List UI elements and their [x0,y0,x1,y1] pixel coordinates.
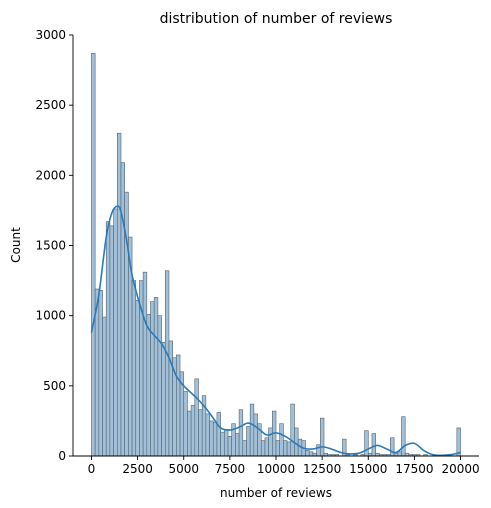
histogram-bar [246,426,251,457]
histogram-bar [283,440,288,457]
histogram-bar [176,354,181,457]
histogram-bar [275,440,280,457]
histogram-bar [238,409,244,457]
histogram-bar [401,416,406,457]
y-tick-label: 0 [58,449,66,463]
histogram-bar [216,412,221,457]
histogram-bar [220,431,225,457]
histogram-bar [109,225,114,457]
histogram-bar [456,427,461,457]
histogram-bar [120,162,125,457]
y-tick-label: 500 [43,379,66,393]
y-tick-label: 2500 [35,98,66,112]
histogram-bar [91,52,96,457]
histogram-bar [319,417,325,457]
histogram-bar [198,409,203,457]
kde-line [90,205,461,457]
histogram-bar [305,450,310,457]
histogram-bar [212,422,218,457]
x-tick-label: 12500 [303,462,341,476]
x-tick-label: 0 [88,462,96,476]
histogram-bar [224,429,229,457]
x-tick-label: 10000 [257,462,295,476]
y-tick-label: 3000 [35,28,66,42]
histogram-bar [294,427,299,457]
histogram-bar [183,391,188,457]
y-axis-ticks: 0 500 1000 1500 2000 2500 3000 [35,28,73,463]
histogram-bar [253,413,258,457]
histogram-bar [264,437,269,457]
x-axis-label: number of reviews [220,486,332,500]
histogram-bar [371,433,376,457]
histogram-bar [150,301,155,457]
histogram-bar [105,221,111,457]
chart-title: distribution of number of reviews [160,11,393,27]
histogram-bar [157,315,162,457]
histogram-bar [249,403,255,457]
x-tick-label: 2500 [122,462,153,476]
histogram-bar [308,451,314,457]
histogram-bar [194,378,199,457]
histogram-bar [227,436,233,457]
histogram-bar [397,451,402,457]
histogram-bar [187,410,192,457]
y-tick-label: 1500 [35,239,66,253]
histogram-bar [161,342,166,457]
y-axis-label: Count [9,227,23,263]
histogram-bar [164,270,170,457]
histogram-bar [131,280,137,457]
histogram-bar [242,440,247,457]
x-axis-ticks: 0 2500 5000 7500 10000 12500 15000 17500 20000 [88,456,480,476]
histogram-bar [190,405,196,457]
histogram-bar [235,433,240,457]
histogram-bar [205,413,210,457]
histogram-bar [146,313,151,457]
histogram-bar [98,290,103,457]
histogram-bar [135,299,140,457]
histogram-bar [279,423,284,457]
histogram-bar [290,403,295,457]
histogram-bar [102,316,107,457]
histogram-bar [260,440,266,457]
x-tick-label: 17500 [395,462,433,476]
histogram-bar [390,437,395,457]
histogram-bars [91,52,461,457]
histogram-bar [113,208,118,457]
histogram-bar [268,427,273,457]
y-tick-label: 1000 [35,309,66,323]
histogram-bar [142,271,148,457]
histogram-bar [286,441,292,457]
x-tick-label: 7500 [215,462,246,476]
histogram-bar [116,132,122,457]
y-tick-label: 2000 [35,168,66,182]
x-tick-label: 20000 [441,462,479,476]
histogram-bar [153,297,159,457]
x-tick-label: 5000 [168,462,199,476]
histogram-bar [364,430,369,457]
histogram-bar [209,420,214,457]
x-tick-label: 15000 [349,462,387,476]
